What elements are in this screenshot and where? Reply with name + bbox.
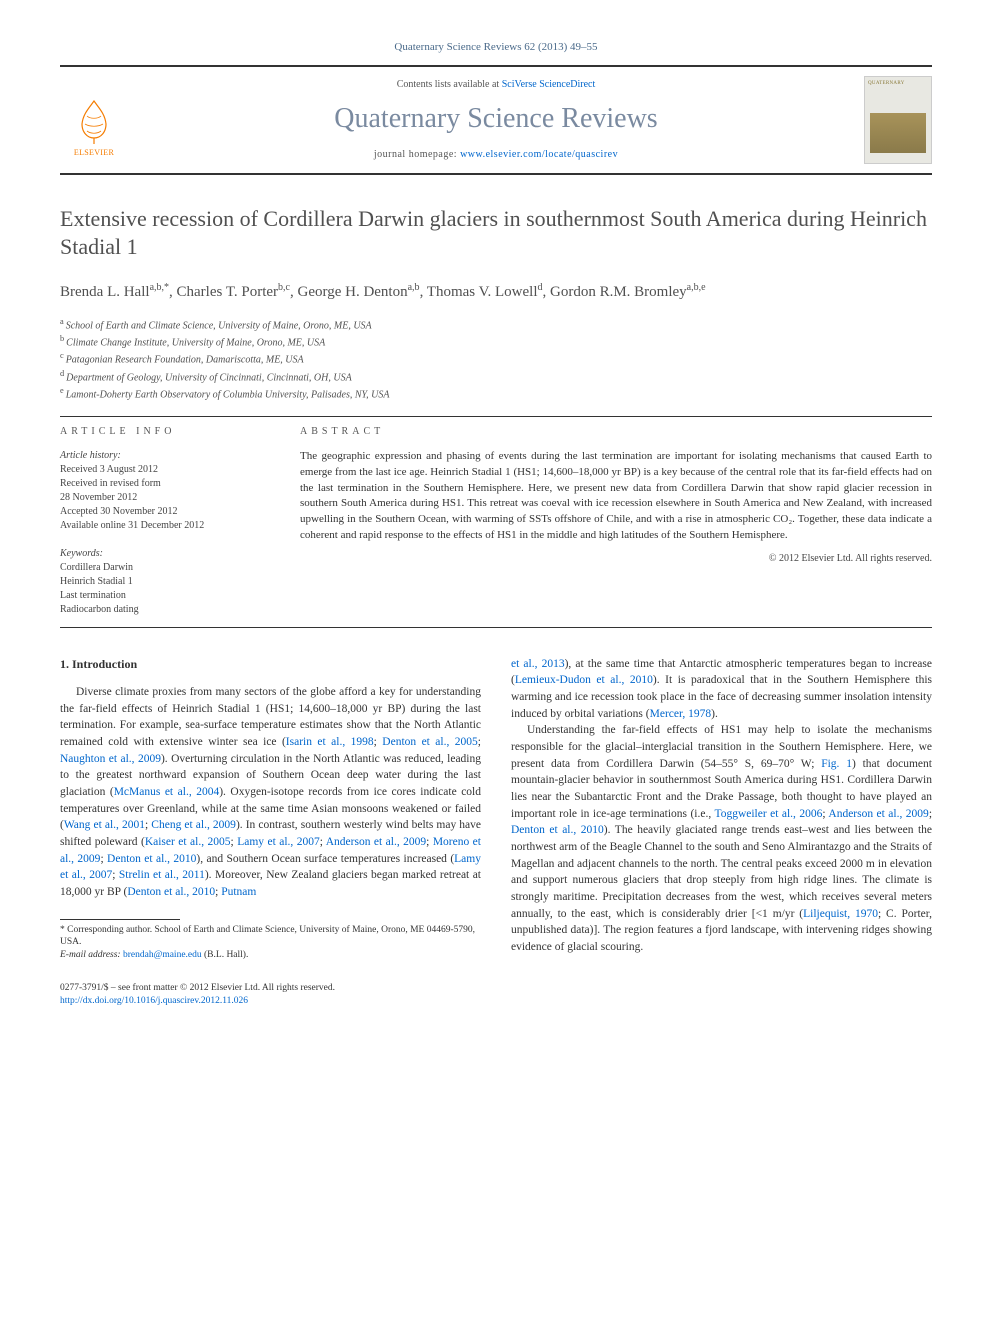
citation-link[interactable]: Lemieux-Dudon et al., 2010	[515, 674, 653, 686]
divider	[60, 627, 932, 628]
abstract-text: The geographic expression and phasing of…	[300, 449, 932, 545]
article-meta-row: article info Article history: Received 3…	[60, 425, 932, 617]
section-title: 1. Introduction	[60, 656, 481, 672]
issn-line: 0277-3791/$ – see front matter © 2012 El…	[60, 982, 932, 995]
citation-link[interactable]: et al., 2013	[511, 658, 565, 670]
history-item: Available online 31 December 2012	[60, 519, 270, 533]
corr-author-text: * Corresponding author. School of Earth …	[60, 924, 481, 950]
affiliation: aSchool of Earth and Climate Science, Un…	[60, 316, 932, 333]
citation-link[interactable]: Anderson et al., 2009	[326, 836, 426, 848]
body-columns: 1. Introduction Diverse climate proxies …	[60, 656, 932, 962]
email-attribution: (B.L. Hall).	[204, 950, 248, 960]
keyword: Radiocarbon dating	[60, 603, 270, 617]
author: Thomas V. Lowelld	[427, 284, 543, 300]
journal-name: Quaternary Science Reviews	[140, 100, 852, 138]
citation-link[interactable]: Cheng et al., 2009	[151, 819, 236, 831]
body-text: Diverse climate proxies from many sector…	[60, 684, 481, 901]
affiliation-list: aSchool of Earth and Climate Science, Un…	[60, 316, 932, 403]
author: Gordon R.M. Bromleya,b,e	[550, 284, 706, 300]
citation-link[interactable]: Isarin et al., 1998	[286, 736, 374, 748]
author: Brenda L. Halla,b,*	[60, 284, 169, 300]
divider	[60, 416, 932, 417]
journal-reference: Quaternary Science Reviews 62 (2013) 49–…	[60, 40, 932, 55]
column-right: et al., 2013), at the same time that Ant…	[511, 656, 932, 962]
article-title: Extensive recession of Cordillera Darwin…	[60, 205, 932, 262]
citation-link[interactable]: Anderson et al., 2009	[828, 808, 928, 820]
email-label: E-mail address:	[60, 950, 121, 960]
history-item: Received in revised form	[60, 477, 270, 491]
citation-link[interactable]: Kaiser et al., 2005	[145, 836, 231, 848]
body-text: et al., 2013), at the same time that Ant…	[511, 656, 932, 956]
footnote-rule	[60, 919, 180, 920]
citation-link[interactable]: Mercer, 1978	[650, 708, 712, 720]
corresponding-author-footnote: * Corresponding author. School of Earth …	[60, 924, 481, 962]
cover-image	[870, 113, 926, 153]
elsevier-logo[interactable]: ELSEVIER	[60, 81, 128, 159]
citation-link[interactable]: Strelin et al., 2011	[119, 869, 205, 881]
citation-link[interactable]: Denton et al., 2010	[511, 824, 604, 836]
footer: 0277-3791/$ – see front matter © 2012 El…	[60, 982, 932, 1009]
email-link[interactable]: brendah@maine.edu	[123, 950, 202, 960]
keyword: Heinrich Stadial 1	[60, 575, 270, 589]
citation-link[interactable]: Toggweiler et al., 2006	[714, 808, 822, 820]
homepage-line: journal homepage: www.elsevier.com/locat…	[140, 148, 852, 162]
affiliation: cPatagonian Research Foundation, Damaris…	[60, 350, 932, 367]
history-item: 28 November 2012	[60, 491, 270, 505]
citation-link[interactable]: Wang et al., 2001	[64, 819, 145, 831]
citation-link[interactable]: Naughton et al., 2009	[60, 753, 161, 765]
homepage-prefix: journal homepage:	[374, 149, 460, 160]
affiliation: eLamont-Doherty Earth Observatory of Col…	[60, 385, 932, 402]
journal-cover-thumbnail	[864, 76, 932, 164]
citation-link[interactable]: Denton et al., 2005	[382, 736, 478, 748]
citation-link[interactable]: Denton et al., 2010	[127, 886, 215, 898]
author-list: Brenda L. Halla,b,*, Charles T. Porterb,…	[60, 280, 932, 304]
abstract-copyright: © 2012 Elsevier Ltd. All rights reserved…	[300, 552, 932, 566]
abstract-header: abstract	[300, 425, 932, 439]
abstract-block: abstract The geographic expression and p…	[300, 425, 932, 617]
tree-icon	[73, 96, 115, 146]
citation-link[interactable]: McManus et al., 2004	[114, 786, 220, 798]
affiliation: dDepartment of Geology, University of Ci…	[60, 368, 932, 385]
journal-header: ELSEVIER Contents lists available at Sci…	[60, 65, 932, 175]
citation-link[interactable]: Liljequist, 1970	[803, 908, 878, 920]
sciencedirect-link[interactable]: SciVerse ScienceDirect	[502, 79, 596, 90]
history-item: Received 3 August 2012	[60, 463, 270, 477]
author: George H. Dentona,b	[297, 284, 419, 300]
homepage-link[interactable]: www.elsevier.com/locate/quascirev	[460, 149, 618, 160]
history-label: Article history:	[60, 449, 270, 463]
info-header: article info	[60, 425, 270, 439]
history-item: Accepted 30 November 2012	[60, 505, 270, 519]
column-left: 1. Introduction Diverse climate proxies …	[60, 656, 481, 962]
author: Charles T. Porterb,c	[177, 284, 290, 300]
affiliation: bClimate Change Institute, University of…	[60, 333, 932, 350]
citation-link[interactable]: Denton et al., 2010	[107, 853, 196, 865]
figure-link[interactable]: Fig. 1	[821, 758, 852, 770]
elsevier-label: ELSEVIER	[74, 148, 114, 159]
citation-link[interactable]: Putnam	[221, 886, 256, 898]
contents-prefix: Contents lists available at	[397, 79, 502, 90]
doi-link[interactable]: http://dx.doi.org/10.1016/j.quascirev.20…	[60, 996, 248, 1006]
header-middle: Contents lists available at SciVerse Sci…	[140, 78, 852, 161]
contents-line: Contents lists available at SciVerse Sci…	[140, 78, 852, 92]
keywords-label: Keywords:	[60, 547, 270, 561]
keyword: Cordillera Darwin	[60, 561, 270, 575]
article-info: article info Article history: Received 3…	[60, 425, 270, 617]
citation-link[interactable]: Lamy et al., 2007	[237, 836, 320, 848]
keyword: Last termination	[60, 589, 270, 603]
